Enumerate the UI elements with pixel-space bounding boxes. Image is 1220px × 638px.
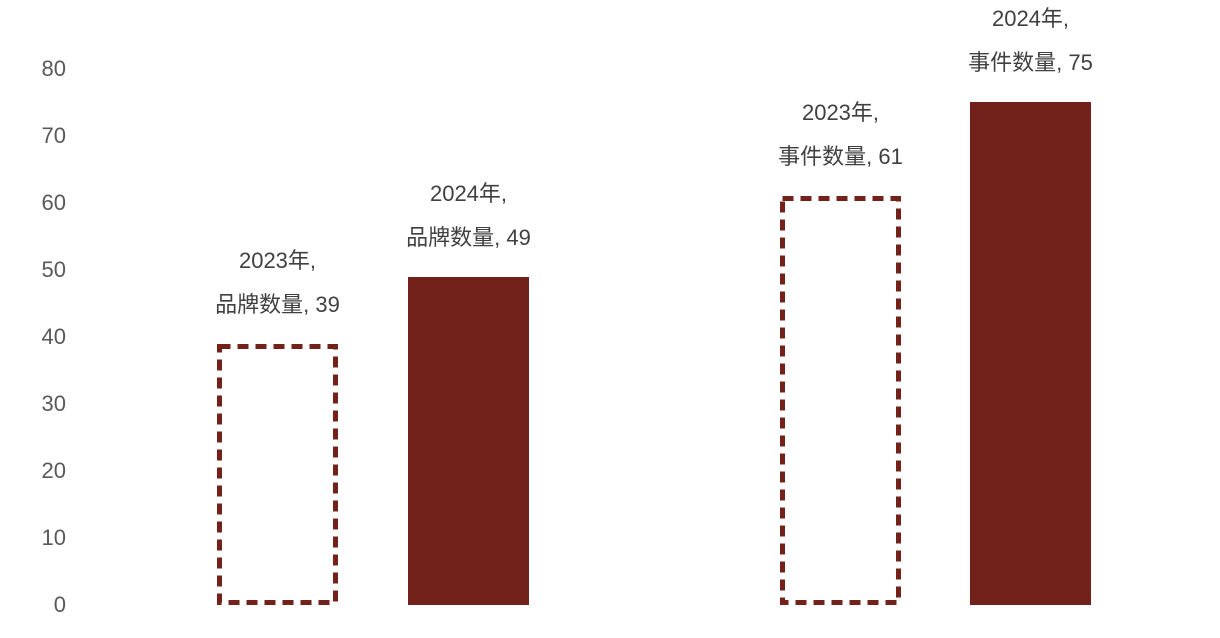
bar-data-label-line2: 品牌数量, 39	[215, 292, 340, 317]
y-axis-tick-label: 10	[41, 525, 66, 550]
bar-data-label-line2: 事件数量, 75	[968, 50, 1093, 75]
y-axis-tick-label: 30	[41, 391, 66, 416]
y-axis-tick-label: 80	[41, 56, 66, 81]
bar-data-label-line2: 事件数量, 61	[778, 144, 903, 169]
y-axis-tick-label: 40	[41, 324, 66, 349]
bar-1-dashed	[217, 344, 338, 605]
y-axis-tick-label: 0	[53, 592, 66, 617]
bar-data-label-line2: 品牌数量, 49	[406, 225, 531, 250]
bar-data-label-line1: 2023年,	[801, 100, 880, 125]
bar-4-solid	[970, 102, 1091, 605]
y-axis-tick-label: 20	[41, 458, 66, 483]
bar-3-dashed	[780, 196, 901, 605]
bar-data-label-line1: 2024年,	[991, 6, 1070, 31]
bar-data-label-line1: 2023年,	[238, 248, 317, 273]
y-axis-tick-label: 50	[41, 257, 66, 282]
bar-data-label: 2023年, 事件数量, 61	[681, 91, 1001, 179]
bar-data-label-line1: 2024年,	[429, 181, 508, 206]
y-axis-tick-label: 70	[41, 123, 66, 148]
y-axis-tick-label: 60	[41, 190, 66, 215]
bar-data-label: 2024年, 品牌数量, 49	[309, 172, 629, 260]
bar-data-label: 2023年, 品牌数量, 39	[118, 239, 438, 327]
bar-data-label: 2024年, 事件数量, 75	[871, 0, 1191, 85]
bar-2-solid	[408, 277, 529, 605]
